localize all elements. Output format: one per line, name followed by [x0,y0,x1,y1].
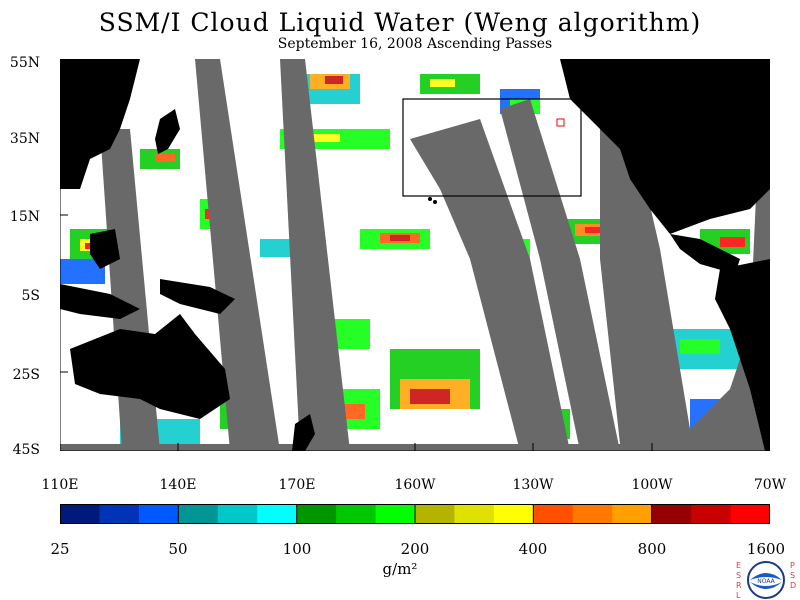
colorbar-segment [375,504,416,524]
lat-label-55n: 55N [9,55,40,71]
map-title: SSM/I Cloud Liquid Water (Weng algorithm… [98,8,702,37]
lon-label-130w: 130W [512,477,554,493]
lat-label-5s: 5S [21,288,41,304]
colorbar-label-800: 800 [637,540,667,558]
map-panel [60,59,770,451]
lat-label-35n: 35N [9,131,40,147]
colorbar-segment [257,504,298,524]
colorbar-segment [454,504,495,524]
noaa-logo: E S R L NOAA P S D [736,561,796,600]
colorbar-label-1600: 1600 [746,540,786,558]
logo-letter-s2: S [790,571,795,580]
colorbar-segment [415,504,455,524]
colorbar-segment [691,504,732,524]
lat-label-25s: 25S [12,367,40,383]
colorbar-segment [296,504,337,524]
colorbar-label-200: 200 [400,540,430,558]
axis-ticks [60,59,770,451]
colorbar-segment [572,504,613,524]
lon-label-170e: 170E [278,477,316,493]
noaa-emblem [747,561,785,599]
colorbar-segment [138,504,179,524]
logo-letter-l: L [736,591,741,600]
colorbar-segment [730,504,770,524]
colorbar-segment [533,504,574,524]
inset-region-box [402,98,582,197]
colorbar-label-50: 50 [168,540,188,558]
colorbar-segment [612,504,653,524]
lat-label-45s: 45S [12,442,40,458]
colorbar-segment [178,504,219,524]
colorbar-segment [60,504,100,524]
logo-letter-e: E [736,561,741,570]
lon-label-70w: 70W [753,477,787,493]
swath-gaps [60,59,770,451]
colorbar-segment [493,504,534,524]
map-subtitle: September 16, 2008 Ascending Passes [277,36,553,52]
logo-letter-r: R [736,581,742,590]
colorbar-label-25: 25 [50,540,70,558]
logo-noaa-text: NOAA [757,578,775,585]
colorbar-segment [217,504,258,524]
colorbar-segment [99,504,140,524]
land-masses [60,59,770,451]
colorbar-label-100: 100 [282,540,312,558]
inset-marker [556,118,565,127]
colorbar-segment [336,504,377,524]
colorbar [60,504,770,524]
lon-label-100w: 100W [631,477,673,493]
units-label: g/m² [382,560,418,578]
logo-letter-d: D [790,581,796,590]
logo-letter-s: S [736,571,741,580]
lon-label-140e: 140E [159,477,197,493]
lon-label-110e: 110E [41,477,79,493]
lat-label-15n: 15N [9,209,40,225]
map-svg [60,59,770,451]
colorbar-segment [651,504,692,524]
lon-label-160w: 160W [394,477,436,493]
colorbar-label-400: 400 [518,540,548,558]
logo-letter-p: P [790,561,795,570]
